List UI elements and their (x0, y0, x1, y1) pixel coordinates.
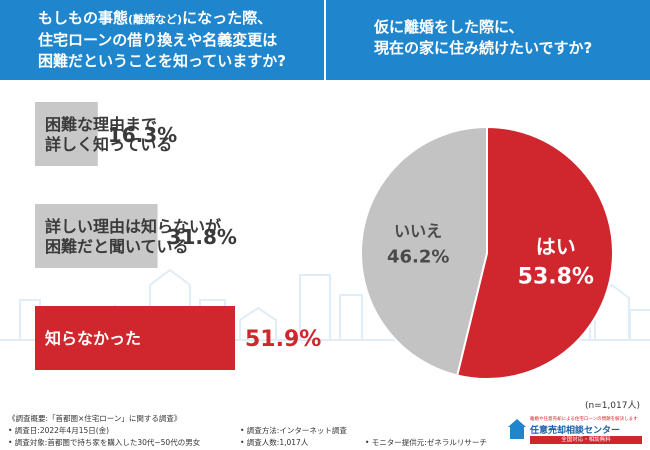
pie-slice-2 (360, 125, 488, 377)
logo-name: 任意売却相談センター (530, 426, 621, 436)
left-question-text: もしもの事態(離婚など)になった際、 住宅ローンの借り換えや名義変更は 困難だという… (38, 9, 286, 70)
logo-banner: 全国対応・相談無料 (530, 436, 642, 444)
sample-size-note: (n=1,017人) (585, 400, 640, 411)
footnote-method: • 調査方法:インターネット調査 (240, 426, 347, 435)
pie-value-label-2: 46.2% (387, 247, 449, 268)
house-logo-icon (508, 419, 526, 441)
footnote-monitor: • モニター提供元:ゼネラルリサーチ (365, 438, 487, 447)
footnote-survey-title: 《調査概要:「首都圏×住宅ローン」に関する調査》 (8, 414, 182, 423)
bar-category-label-1-line-2: 詳しく知っている (45, 135, 172, 154)
right-question-text: 仮に離婚をした際に、 現在の家に住み続けたいですか? (374, 18, 593, 57)
logo-tagline: 離婚や任意売却による住宅ローンの問題を解決します (530, 417, 638, 422)
bar-category-label-2-line-1: 詳しい理由は知らないが (45, 217, 221, 236)
bar-value-label-3: 51.9% (245, 327, 321, 352)
bar-category-label-1-line-1: 困難な理由まで (45, 115, 157, 134)
pie-chart: はい 53.8% いいえ 46.2% (n=1,017人) (360, 125, 640, 411)
bar-category-label-3: 知らなかった (45, 329, 141, 348)
pie-label-1: はい (536, 234, 576, 258)
pie-label-2: いいえ (394, 222, 442, 241)
bar-2 (35, 204, 158, 268)
footnote-count: • 調査人数:1,017人 (240, 438, 309, 447)
left-question-header: もしもの事態(離婚など)になった際、 住宅ローンの借り換えや名義変更は 困難だという… (0, 0, 324, 80)
bar-3 (35, 306, 235, 370)
organization-logo: 離婚や任意売却による住宅ローンの問題を解決します 任意売却相談センター 全国対応… (508, 416, 644, 446)
right-question-header: 仮に離婚をした際に、 現在の家に住み続けたいですか? (326, 0, 650, 80)
footnote-date: • 調査日:2022年4月15日(金) (8, 426, 110, 435)
bar-value-label-1: 16.3% (108, 123, 177, 147)
pie-value-label-1: 53.8% (518, 264, 594, 289)
bar-value-label-2: 31.8% (168, 225, 237, 249)
footnote-target: • 調査対象:首都圏で持ち家を購入した30代~50代の男女 (8, 438, 201, 447)
bar-1 (35, 102, 98, 166)
pie-slice-1 (455, 125, 614, 380)
bar-category-label-2-line-2: 困難だと聞いている (45, 237, 189, 256)
